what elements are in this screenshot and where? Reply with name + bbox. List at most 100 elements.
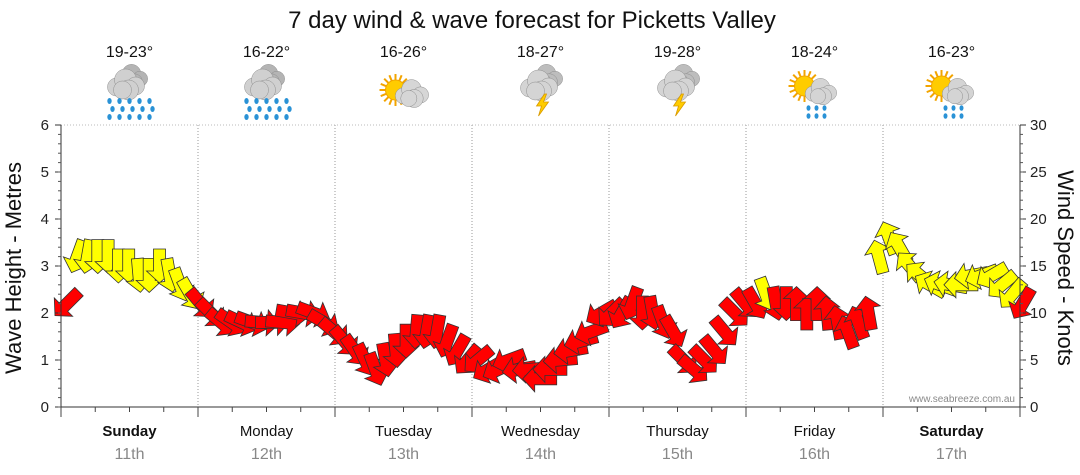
rain-drop bbox=[147, 114, 152, 120]
rain-drop bbox=[284, 98, 289, 104]
thunderstorm-icon bbox=[657, 64, 700, 117]
y-left-tick-label: 1 bbox=[41, 352, 49, 369]
day-name-label: Tuesday bbox=[375, 423, 432, 440]
y-right-tick-label: 15 bbox=[1030, 258, 1047, 275]
y-right-tick-label: 10 bbox=[1030, 305, 1047, 322]
rain-drop bbox=[150, 106, 155, 112]
y-axis-left-title: Wave Height - Metres bbox=[1, 162, 26, 374]
rain-drop bbox=[254, 98, 259, 104]
wind-arrow bbox=[708, 314, 739, 346]
y-left-tick-label: 4 bbox=[41, 211, 49, 228]
rain-drop bbox=[267, 106, 272, 112]
cloud-part bbox=[663, 81, 682, 101]
day-date-label: 16th bbox=[799, 446, 830, 463]
temperature-range-label: 18-27° bbox=[517, 44, 564, 61]
chart-title: 7 day wind & wave forecast for Picketts … bbox=[288, 7, 776, 34]
day-date-label: 12th bbox=[251, 446, 282, 463]
rain-drop bbox=[244, 98, 249, 104]
y-left-tick-label: 6 bbox=[41, 117, 49, 134]
wind-arrow bbox=[698, 333, 728, 365]
rain-drop bbox=[951, 105, 956, 111]
rain-drop bbox=[822, 105, 827, 111]
rain-cloud-icon bbox=[107, 64, 155, 120]
sun-showers-icon bbox=[788, 70, 837, 119]
y-left-tick-label: 2 bbox=[41, 305, 49, 322]
credit-text: www.seabreeze.com.au bbox=[908, 394, 1015, 405]
temperature-range-label: 16-23° bbox=[928, 44, 975, 61]
rain-drop bbox=[284, 114, 289, 120]
y-left-tick-label: 3 bbox=[41, 258, 49, 275]
rain-drop bbox=[264, 98, 269, 104]
y-left-tick-label: 0 bbox=[41, 399, 49, 416]
y-right-tick-label: 25 bbox=[1030, 164, 1047, 181]
wind-arrow bbox=[53, 286, 84, 317]
rain-drop bbox=[137, 114, 142, 120]
rain-drop bbox=[140, 106, 145, 112]
rain-drop bbox=[107, 114, 112, 120]
rain-drop bbox=[117, 98, 122, 104]
rain-drop bbox=[274, 114, 279, 120]
lightning-bolt bbox=[535, 93, 550, 117]
rain-drop bbox=[110, 106, 115, 112]
day-name-label: Saturday bbox=[919, 423, 984, 440]
rain-drop bbox=[943, 105, 948, 111]
rain-drop bbox=[959, 113, 964, 119]
cloud-part bbox=[947, 88, 963, 105]
temperature-range-label: 19-28° bbox=[654, 44, 701, 61]
cloud-part bbox=[250, 80, 269, 100]
partly-cloudy-sun-icon bbox=[379, 74, 429, 108]
wind-arrow bbox=[532, 355, 568, 384]
rain-drop bbox=[814, 113, 819, 119]
rain-drop bbox=[264, 114, 269, 120]
y-right-tick-label: 5 bbox=[1030, 352, 1038, 369]
wind-arrow bbox=[658, 313, 688, 347]
thunderstorm-icon bbox=[520, 64, 563, 117]
cloud-part bbox=[400, 90, 418, 107]
rain-drop bbox=[959, 105, 964, 111]
lightning-bolt bbox=[672, 93, 687, 117]
temperature-range-label: 16-26° bbox=[380, 44, 427, 61]
wind-arrow bbox=[1008, 285, 1037, 319]
rain-drop bbox=[277, 106, 282, 112]
rain-drop bbox=[814, 105, 819, 111]
wind-arrow bbox=[853, 295, 882, 332]
rain-drop bbox=[244, 114, 249, 120]
y-right-tick-label: 20 bbox=[1030, 211, 1047, 228]
rain-drop bbox=[120, 106, 125, 112]
sun-showers-icon bbox=[925, 70, 974, 119]
rain-drop bbox=[287, 106, 292, 112]
rain-cloud-icon bbox=[244, 64, 292, 120]
temperature-range-label: 18-24° bbox=[791, 44, 838, 61]
day-name-label: Friday bbox=[794, 423, 836, 440]
rain-drop bbox=[117, 114, 122, 120]
day-date-label: 17th bbox=[936, 446, 967, 463]
rain-drop bbox=[147, 98, 152, 104]
temperature-range-label: 16-22° bbox=[243, 44, 290, 61]
cloud-part bbox=[526, 81, 545, 101]
rain-drop bbox=[107, 98, 112, 104]
cloud-part bbox=[810, 88, 826, 105]
y-right-tick-label: 30 bbox=[1030, 117, 1047, 134]
temperature-range-label: 19-23° bbox=[106, 44, 153, 61]
rain-drop bbox=[254, 114, 259, 120]
day-date-label: 11th bbox=[115, 446, 145, 463]
day-date-label: 15th bbox=[662, 446, 693, 463]
rain-drop bbox=[127, 98, 132, 104]
rain-drop bbox=[806, 113, 811, 119]
day-date-label: 14th bbox=[525, 446, 556, 463]
rain-drop bbox=[257, 106, 262, 112]
day-name-label: Thursday bbox=[646, 423, 709, 440]
y-left-tick-label: 5 bbox=[41, 164, 49, 181]
rain-drop bbox=[247, 106, 252, 112]
rain-drop bbox=[130, 106, 135, 112]
y-axis-right-title: Wind Speed - Knots bbox=[1053, 170, 1078, 366]
rain-drop bbox=[127, 114, 132, 120]
day-name-label: Sunday bbox=[102, 423, 157, 440]
rain-drop bbox=[274, 98, 279, 104]
rain-drop bbox=[806, 105, 811, 111]
day-name-label: Wednesday bbox=[501, 423, 580, 440]
day-name-label: Monday bbox=[240, 423, 294, 440]
rain-drop bbox=[943, 113, 948, 119]
cloud-part bbox=[113, 80, 132, 100]
